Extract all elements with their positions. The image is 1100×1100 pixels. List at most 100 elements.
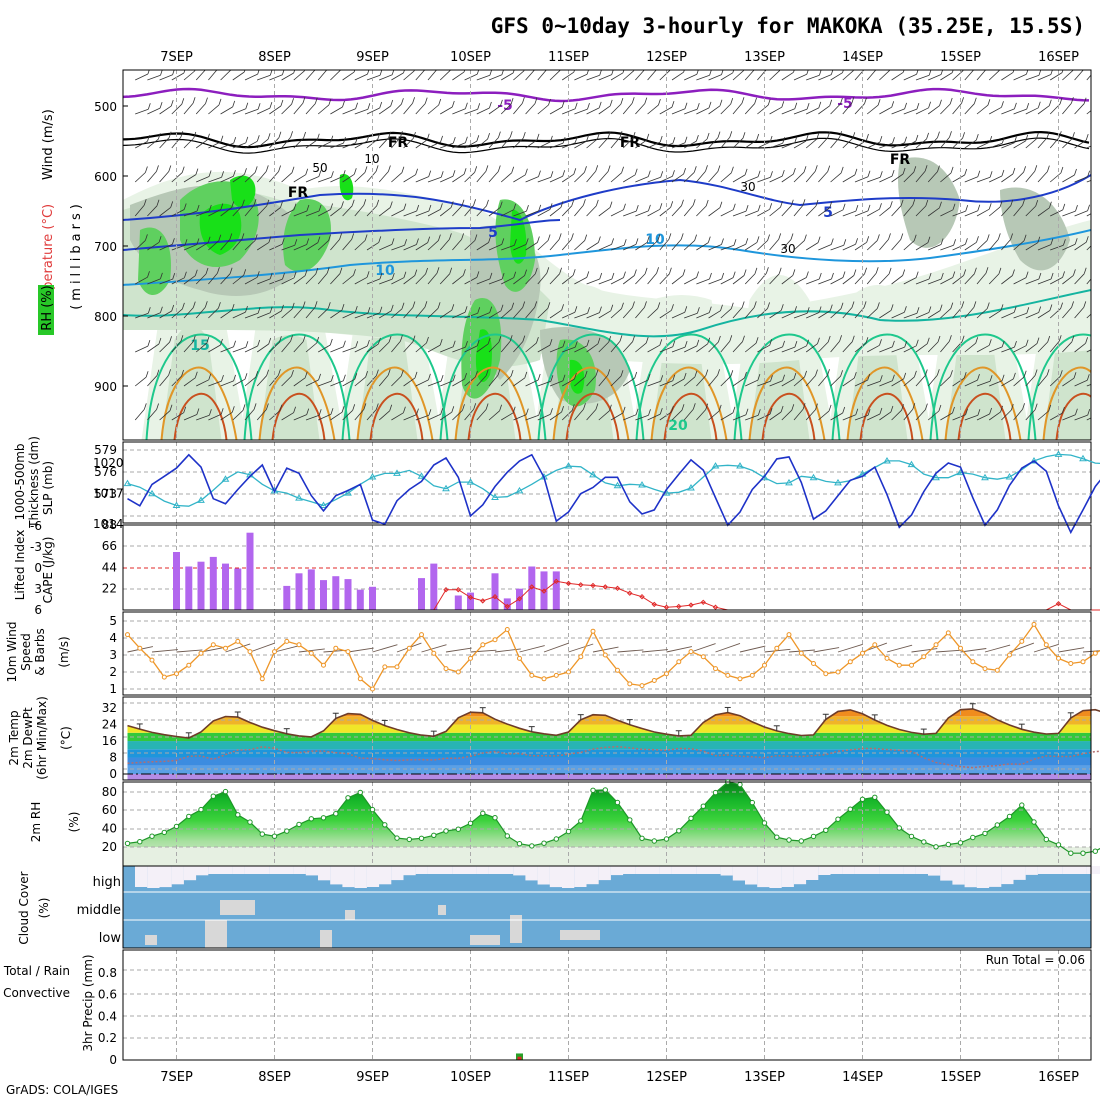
- wind-barb-flag: [1022, 199, 1025, 206]
- wind-barb-flag: [572, 269, 576, 276]
- wind-barb-flag: [1087, 204, 1090, 211]
- wind-barb-flag: [599, 306, 602, 313]
- wind-barb-flag: [305, 168, 309, 175]
- wind-barb-flag: [645, 336, 649, 344]
- wind-barb: [318, 176, 332, 183]
- wind-barb-flag: [440, 374, 444, 382]
- wind-barb: [671, 108, 686, 115]
- wind-barb: [464, 409, 475, 421]
- wind-barb: [830, 277, 844, 285]
- wind-barb-flag: [562, 170, 566, 177]
- wind-barb-flag: [220, 135, 224, 142]
- rh-contour-label: 30: [780, 242, 795, 256]
- wind-barb: [159, 278, 173, 285]
- wind-barb: [342, 274, 354, 285]
- wind-barb-flag: [477, 307, 481, 314]
- wind-barb-flag: [172, 238, 175, 245]
- wind-barb: [610, 137, 621, 149]
- wind-barb: [818, 375, 828, 387]
- wind-barb-flag: [888, 267, 892, 275]
- wind-barb: [378, 207, 391, 217]
- wind-barb: [525, 210, 539, 217]
- lifted-index-point: [688, 602, 694, 608]
- rh2m-point: [418, 835, 425, 841]
- wind-barb: [708, 278, 722, 285]
- wind-barb-flag: [534, 267, 538, 275]
- wind-barb: [574, 172, 585, 183]
- wind-barb: [684, 108, 698, 115]
- cloud-high-gap: [757, 866, 770, 888]
- wind-barb-flag: [840, 370, 843, 377]
- wind10-barb: [813, 647, 840, 653]
- wind-barb: [305, 414, 320, 421]
- cloud-high-gap: [623, 866, 636, 874]
- wind-barb-flag: [1059, 97, 1063, 105]
- wind-barb-flag: [291, 98, 294, 105]
- cape-tick-label: 88: [102, 518, 117, 532]
- wind10-barb: [347, 647, 374, 653]
- wind-barb: [940, 72, 953, 81]
- thickness-point: [907, 460, 916, 468]
- wind-barb: [1062, 275, 1074, 285]
- wind10-labels: 10m Wind Speed & Barbs (m/s): [5, 622, 71, 683]
- wind-barb-flag: [1037, 236, 1041, 243]
- wind-barb-flag: [412, 97, 415, 104]
- wind-barb: [220, 70, 231, 81]
- wind-barb-flag: [462, 404, 465, 411]
- wind-barb-flag: [672, 170, 675, 177]
- rh-shade-grey: [1000, 187, 1070, 271]
- wind-barb-flag: [940, 272, 944, 280]
- wind-barb-flag: [660, 375, 664, 382]
- wind-barb-flag: [156, 165, 159, 172]
- wind-barb-flag: [926, 337, 930, 344]
- wind-barb-flag: [646, 133, 650, 141]
- wind-barb-flag: [267, 133, 271, 140]
- wind-barb: [195, 342, 208, 353]
- wind-barb: [330, 142, 344, 149]
- wind-barb-flag: [973, 301, 977, 308]
- wind-barb-flag: [621, 302, 624, 309]
- wind-barb-flag: [437, 302, 441, 309]
- wind-barb-flag: [864, 97, 867, 104]
- wind-barb-flag: [474, 166, 478, 173]
- wind-barb: [793, 376, 805, 387]
- temp2m-tick-label: 24: [102, 718, 117, 732]
- rh2m-point: [369, 806, 376, 813]
- wind-barb-flag: [780, 201, 783, 208]
- wind-barb-flag: [343, 340, 346, 347]
- wind-barb-flag: [1085, 236, 1089, 243]
- wind-barb-flag: [647, 170, 651, 177]
- wind-barb-flag: [717, 369, 720, 376]
- wind10-speed-point: [737, 676, 743, 682]
- wind-barb: [903, 345, 917, 353]
- wind-barb: [671, 239, 682, 251]
- wind-barb-flag: [498, 131, 501, 138]
- wind-barb: [342, 239, 353, 251]
- wind10-barb: [494, 648, 521, 653]
- wind10-speed-point: [811, 661, 816, 666]
- wind-barb-flag: [892, 374, 895, 381]
- upper-labels: Wind (m/s) Temperature (°C) RH (%) (mill…: [38, 109, 84, 335]
- wind-barb: [830, 137, 840, 149]
- lifted-index-point: [492, 593, 498, 600]
- wind10-speed-point: [357, 676, 363, 682]
- wind-barb-flag: [609, 99, 613, 107]
- label-slp: SLP (mb): [41, 461, 55, 515]
- wind10-speed-point: [370, 686, 375, 692]
- wind-barb-flag: [961, 301, 965, 308]
- wind-barb-flag: [587, 307, 590, 314]
- wind-barb: [135, 312, 149, 319]
- wind-barb: [147, 171, 157, 183]
- wind-barb-flag: [902, 167, 906, 175]
- wind-barb: [891, 239, 902, 251]
- wind-barb: [732, 377, 745, 387]
- wind-barb: [915, 278, 930, 285]
- wind-barb: [976, 273, 987, 285]
- contour-label: 5: [823, 205, 833, 221]
- rh2m-point: [124, 840, 131, 847]
- wind10-speed-point: [333, 645, 339, 651]
- wind-barb-flag: [242, 199, 245, 206]
- wind-barb: [427, 413, 441, 421]
- wind-barb: [366, 375, 377, 387]
- cloud-high-gap: [976, 866, 990, 888]
